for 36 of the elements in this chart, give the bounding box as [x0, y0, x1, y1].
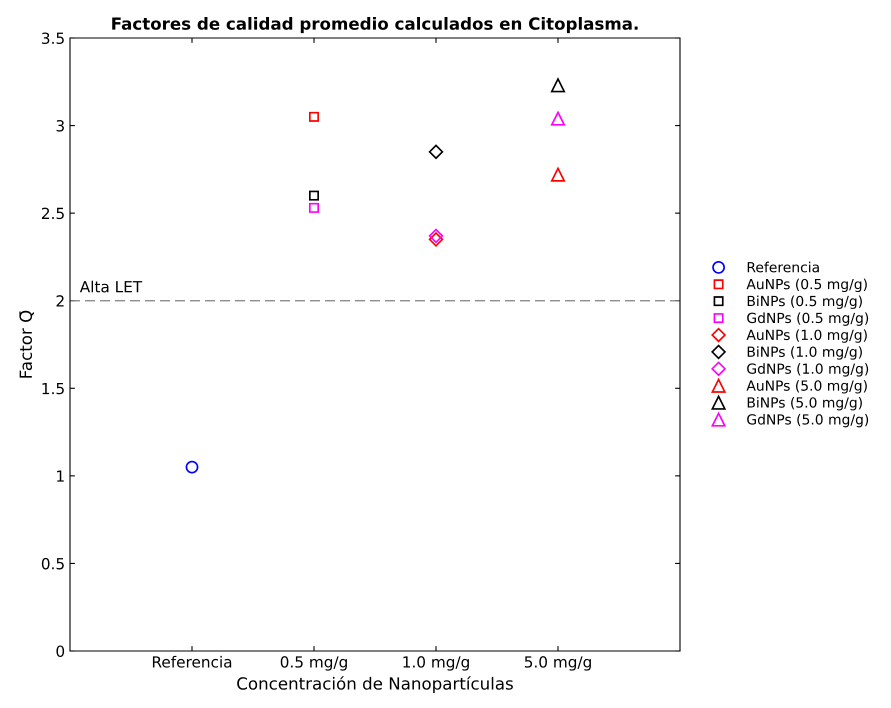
legend-label: GdNPs (0.5 mg/g) — [747, 312, 868, 326]
point — [428, 144, 444, 160]
x-tick-label: 1.0 mg/g — [403, 656, 469, 671]
y-tick-label: 0.5 — [42, 558, 64, 570]
y-tick-label: 1.5 — [42, 382, 64, 394]
y-tick-label: 3.5 — [42, 32, 64, 44]
point — [428, 228, 444, 244]
y-tick-label: 2 — [56, 295, 64, 307]
x-tick-label: 0.5 mg/g — [280, 656, 347, 671]
legend-label: GdNPs (1.0 mg/g) — [747, 363, 868, 377]
point — [309, 190, 319, 201]
legend-label: GdNPs (5.0 mg/g) — [747, 414, 868, 428]
point — [550, 78, 566, 92]
legend-label: AuNPs (1.0 mg/g) — [746, 329, 867, 343]
x-axis-title: Concentración de Nanopartículas — [237, 676, 513, 693]
y-tick-label: 3 — [56, 120, 64, 132]
point — [309, 202, 319, 213]
point — [309, 112, 319, 122]
point — [550, 111, 566, 126]
y-tick-label: 1 — [57, 470, 64, 482]
point — [186, 460, 198, 474]
legend-label: BiNPs (1.0 mg/g) — [748, 346, 862, 360]
point — [428, 232, 444, 247]
legend-label: BiNPs (0.5 mg/g) — [748, 295, 862, 309]
legend-label: Referencia — [748, 262, 819, 272]
y-tick-label: 2.5 — [42, 208, 64, 220]
y-axis-title: Factor Q̄ — [19, 310, 34, 378]
legend-label: AuNPs (5.0 mg/g) — [746, 380, 867, 394]
point — [550, 168, 566, 182]
x-tick-label: Referencia — [152, 656, 232, 668]
legend-label: AuNPs (0.5 mg/g) — [746, 278, 867, 292]
ref-line-label: Alta LET — [80, 280, 142, 292]
legend-label: BiNPs (5.0 mg/g) — [748, 396, 862, 410]
chart-title: Factores de calidad promedio calculados en Citoplasma. — [112, 17, 638, 34]
y-tick-label: 0 — [56, 645, 64, 658]
x-tick-label: 5.0 mg/g — [524, 656, 591, 671]
